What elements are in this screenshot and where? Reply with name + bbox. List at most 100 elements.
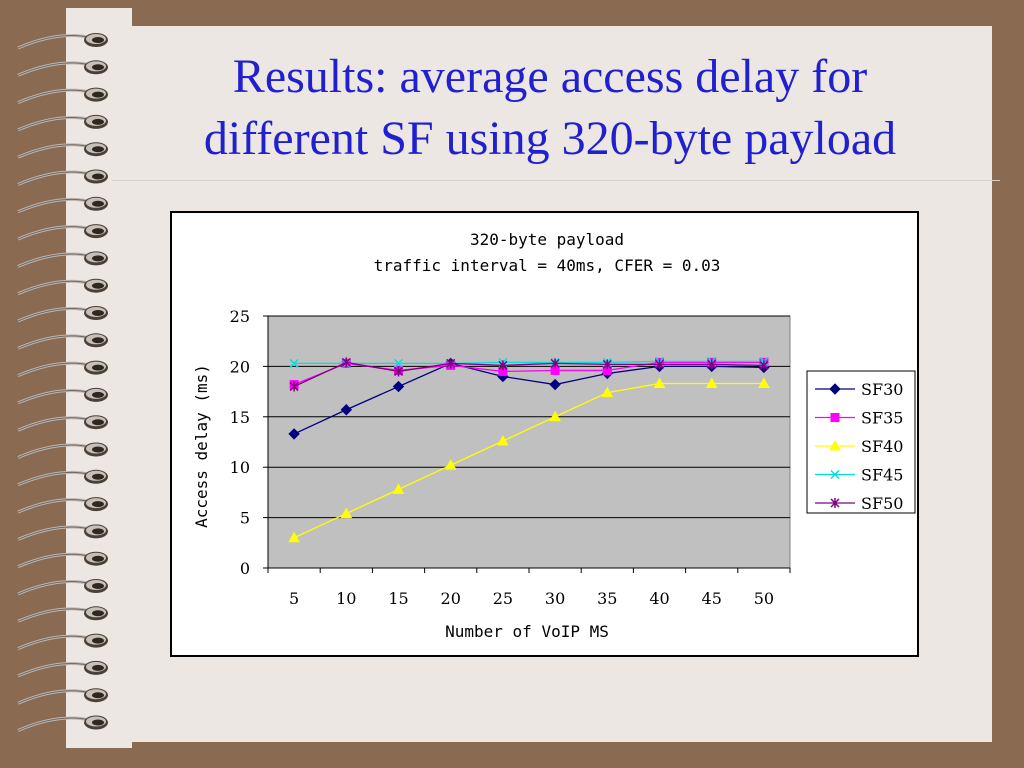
legend-label: SF35	[861, 409, 903, 428]
series-sf40	[288, 377, 770, 543]
data-point	[705, 377, 718, 389]
data-point	[289, 381, 299, 392]
binding-ring-icon	[17, 333, 108, 350]
binding-ring-icon	[17, 33, 108, 50]
binding-ring-icon	[17, 633, 108, 650]
data-point	[289, 358, 299, 368]
x-tick-label: 40	[649, 589, 669, 608]
binding-ring-icon	[17, 579, 108, 596]
y-tick-label: 10	[230, 458, 250, 477]
binding-ring-icon	[17, 387, 108, 405]
chart-title: 320-byte payload	[470, 230, 624, 249]
binding-ring-icon	[17, 688, 108, 705]
data-point	[654, 359, 665, 370]
plot-area	[267, 315, 791, 569]
data-point	[393, 366, 404, 377]
binding-ring-icon	[17, 442, 108, 459]
legend-label: SF30	[861, 380, 903, 399]
x-tick-label: 15	[388, 589, 408, 608]
binding-ring-icon	[17, 251, 108, 268]
slide-title-line-1: Results: average access delay for	[232, 50, 868, 103]
title-divider	[112, 180, 1000, 181]
binding-ring-icon	[17, 469, 108, 487]
legend-marker	[830, 469, 840, 480]
data-point	[446, 358, 456, 369]
y-axis-label: Access delay (ms)	[192, 364, 211, 528]
x-tick-label: 25	[493, 589, 513, 608]
legend-marker	[830, 413, 840, 422]
x-tick-label: 45	[702, 589, 722, 608]
binding-ring-icon	[17, 551, 108, 569]
binding-ring-icon	[17, 715, 108, 732]
data-point	[759, 360, 769, 371]
legend-label: SF45	[861, 466, 903, 485]
x-tick-label: 5	[289, 589, 299, 608]
data-point	[444, 459, 457, 470]
data-point	[392, 483, 405, 494]
data-point	[601, 386, 614, 398]
data-point	[392, 380, 405, 393]
legend-marker	[829, 383, 841, 395]
slide-title: Results: average access delay for differ…	[120, 46, 980, 170]
data-point	[341, 357, 351, 368]
x-tick-label: 35	[597, 589, 617, 608]
data-point	[758, 377, 770, 389]
slide-title-line-2: different SF using 320-byte payload	[203, 112, 897, 165]
data-point	[288, 428, 300, 440]
legend-label: SF40	[861, 437, 903, 456]
data-point	[393, 358, 404, 368]
y-tick-label: 0	[240, 559, 250, 578]
binding-ring-icon	[17, 660, 108, 678]
data-point	[707, 359, 717, 370]
binding-ring-icon	[17, 278, 108, 296]
binding-ring-icon	[17, 114, 108, 132]
binding-ring-icon	[17, 606, 108, 623]
chart-container: 320-byte payload traffic interval = 40ms…	[170, 211, 919, 657]
binding-ring-icon	[17, 142, 108, 159]
data-point	[498, 360, 508, 371]
data-point	[653, 377, 666, 389]
binding-ring-icon	[17, 415, 108, 432]
binding-ring-icon	[17, 196, 108, 214]
spiral-binding-icon	[17, 33, 108, 732]
binding-ring-icon	[17, 224, 108, 241]
binding-ring-icon	[17, 60, 108, 77]
series-line	[294, 360, 764, 365]
x-tick-label: 10	[336, 589, 356, 608]
series-line	[293, 361, 764, 388]
legend-item: SF30	[815, 380, 903, 399]
data-point	[602, 359, 612, 370]
series-line	[293, 362, 764, 435]
binding-ring-icon	[17, 306, 108, 323]
y-tick-label: 20	[230, 357, 250, 376]
data-point	[340, 404, 353, 416]
binding-ring-icon	[17, 524, 108, 541]
chart-subtitle: traffic interval = 40ms, CFER = 0.03	[374, 256, 721, 275]
x-tick-label: 20	[441, 589, 461, 608]
legend-box	[806, 370, 916, 514]
data-point	[497, 434, 509, 446]
x-tick-label: 30	[545, 589, 565, 608]
binding-ring-icon	[17, 87, 108, 104]
legend-item: SF35	[815, 409, 903, 428]
binding-ring-icon	[17, 360, 108, 377]
legend-label: SF50	[861, 494, 903, 513]
legend-marker	[829, 439, 841, 451]
line-chart: 320-byte payload traffic interval = 40ms…	[192, 230, 916, 641]
data-point	[549, 410, 561, 422]
data-point	[550, 358, 560, 369]
data-point	[340, 507, 353, 519]
x-axis-label: Number of VoIP MS	[445, 622, 609, 641]
binding-ring-icon	[17, 169, 108, 186]
y-tick-label: 25	[230, 307, 250, 326]
legend-item: SF45	[815, 466, 903, 485]
data-point	[549, 378, 561, 391]
binding-ring-icon	[17, 497, 108, 514]
data-point	[288, 531, 300, 543]
x-tick-label: 50	[754, 589, 774, 608]
y-tick-label: 15	[230, 408, 250, 427]
legend-item: SF50	[815, 494, 903, 513]
series-line	[293, 382, 764, 539]
series-sf50	[289, 357, 769, 392]
